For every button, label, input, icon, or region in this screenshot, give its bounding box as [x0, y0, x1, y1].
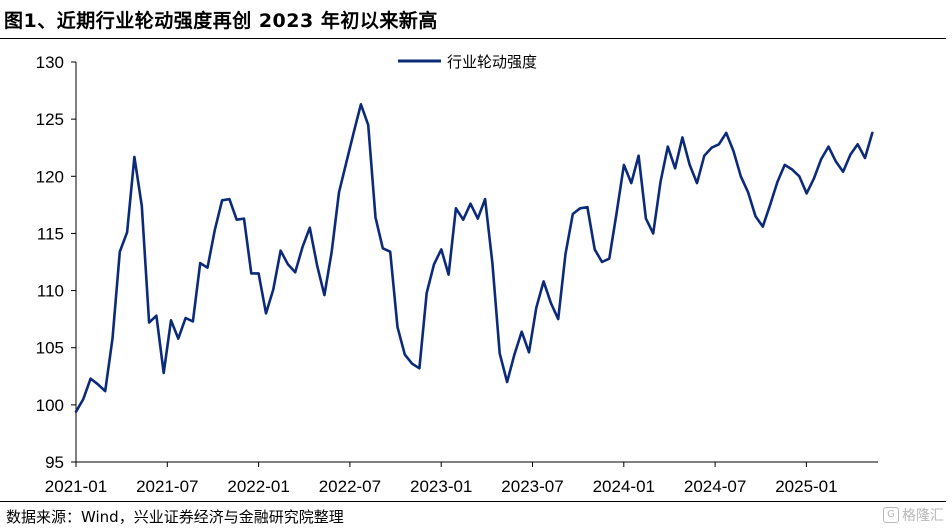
x-tick-label: 2024-01 [593, 477, 655, 496]
series-group [74, 103, 874, 414]
x-tick-label: 2022-07 [319, 477, 381, 496]
y-tick-label: 115 [37, 224, 64, 243]
y-tick-label: 100 [36, 396, 64, 415]
chart-title: 图1、近期行业轮动强度再创 2023 年初以来新高 [4, 10, 438, 32]
x-tick-label: 2021-07 [136, 477, 198, 496]
legend: 行业轮动强度 [398, 53, 537, 71]
y-tick-label: 110 [37, 282, 64, 301]
x-tick-label: 2024-07 [684, 477, 746, 496]
watermark: G 格隆汇 [883, 505, 944, 525]
legend-label: 行业轮动强度 [447, 53, 537, 71]
x-tick-label: 2025-01 [775, 477, 837, 496]
series-line-0 [74, 103, 874, 414]
watermark-text: 格隆汇 [902, 508, 944, 524]
y-tick-label: 95 [45, 453, 64, 472]
footer-divider [0, 501, 946, 502]
y-tick-label: 120 [36, 167, 64, 186]
title-divider [0, 38, 946, 39]
y-tick-label: 130 [36, 53, 64, 72]
watermark-logo-icon: G [883, 507, 899, 523]
x-tick-label: 2023-07 [501, 477, 563, 496]
x-tick-label: 2023-01 [410, 477, 472, 496]
y-axis-ticks: 95 100 105 110 115 120 125 130 [36, 53, 76, 472]
x-axis-ticks: 2021-01 2021-07 2022-01 2022-07 2023-01 2023-… [45, 462, 838, 496]
y-tick-label: 105 [36, 339, 64, 358]
source-note: 数据来源：Wind，兴业证券经济与金融研究院整理 [6, 508, 344, 526]
x-tick-label: 2021-01 [45, 477, 107, 496]
chart-axes [75, 62, 878, 463]
x-tick-label: 2022-01 [227, 477, 289, 496]
y-tick-label: 125 [36, 110, 64, 129]
